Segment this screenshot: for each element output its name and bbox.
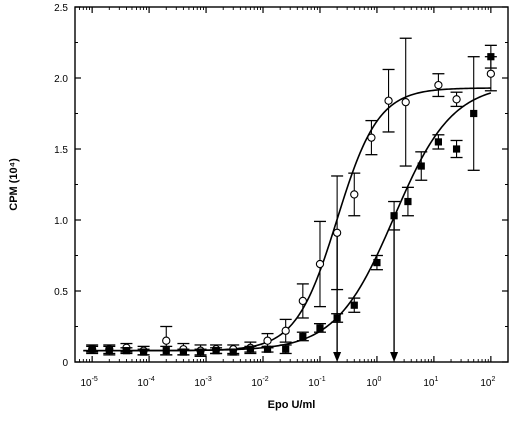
x-tick-label: 10-2 xyxy=(251,376,268,389)
data-point-open-circle xyxy=(263,336,272,345)
data-point-filled-square xyxy=(282,345,290,353)
data-point-filled-square xyxy=(350,301,358,309)
data-point-open-circle xyxy=(315,259,325,269)
data-point-filled-square xyxy=(373,259,381,267)
data-point-filled-square xyxy=(417,162,425,170)
data-point-filled-square xyxy=(487,53,495,61)
data-point-filled-square xyxy=(263,345,272,353)
data-point-filled-square xyxy=(333,314,341,322)
data-point-filled-square xyxy=(246,345,254,353)
y-tick-label: 2.0 xyxy=(54,74,68,85)
x-axis-title: Epo U/ml xyxy=(268,399,316,411)
data-point-open-circle xyxy=(367,133,376,142)
y-tick-label: 1.0 xyxy=(54,216,68,227)
data-point-open-circle xyxy=(434,80,443,90)
data-point-filled-square xyxy=(316,324,324,332)
plot-frame xyxy=(74,6,509,363)
y-axis-title: CPM (10⁴) xyxy=(8,158,20,211)
data-point-open-circle xyxy=(401,97,410,107)
data-point-open-circle xyxy=(281,326,290,335)
data-point-filled-square xyxy=(470,109,478,118)
data-point-filled-square xyxy=(162,347,170,355)
x-tick-label: 101 xyxy=(423,376,438,389)
x-tick-label: 10-3 xyxy=(194,376,211,389)
arrow-head xyxy=(333,352,342,362)
data-point-filled-square xyxy=(105,347,113,355)
data-point-filled-square xyxy=(139,348,148,356)
plot-area: 0 0.5 1.0 1.5 2.0 2.5 10-5 10-4 10-3 10-2 10-1 100 1… xyxy=(54,3,509,389)
data-point-open-circle xyxy=(162,336,171,345)
arrow-head xyxy=(390,352,399,362)
data-point-filled-square xyxy=(122,347,131,355)
data-point-filled-square xyxy=(212,347,220,355)
y-tick-label: 2.5 xyxy=(54,3,68,14)
x-tick-label: 10-4 xyxy=(137,376,154,389)
data-point-filled-square xyxy=(390,212,398,220)
data-point-filled-square xyxy=(179,348,187,356)
data-point-open-circle xyxy=(298,296,307,306)
data-point-filled-square xyxy=(196,348,205,356)
x-tick-label: 102 xyxy=(480,376,495,389)
data-point-open-circle xyxy=(486,69,496,78)
x-tick-label: 10-5 xyxy=(80,376,97,389)
y-tick-label: 0 xyxy=(62,358,68,369)
data-point-filled-square xyxy=(299,332,307,341)
x-tick-label: 10-1 xyxy=(308,376,325,389)
data-point-filled-square xyxy=(434,138,443,146)
x-tick-label: 100 xyxy=(366,376,381,389)
y-tick-label: 0.5 xyxy=(54,287,68,298)
data-point-open-circle xyxy=(350,190,359,199)
y-tick-label: 1.5 xyxy=(54,145,68,156)
fit-curve-series-2 xyxy=(83,92,492,352)
data-point-open-circle xyxy=(384,96,393,105)
data-point-open-circle xyxy=(332,228,342,237)
fit-curve-series-1 xyxy=(83,87,491,352)
data-point-filled-square xyxy=(452,145,461,153)
data-point-filled-square xyxy=(88,345,96,353)
data-point-filled-square xyxy=(229,348,237,356)
data-point-open-circle xyxy=(452,95,461,104)
data-point-filled-square xyxy=(404,197,412,206)
